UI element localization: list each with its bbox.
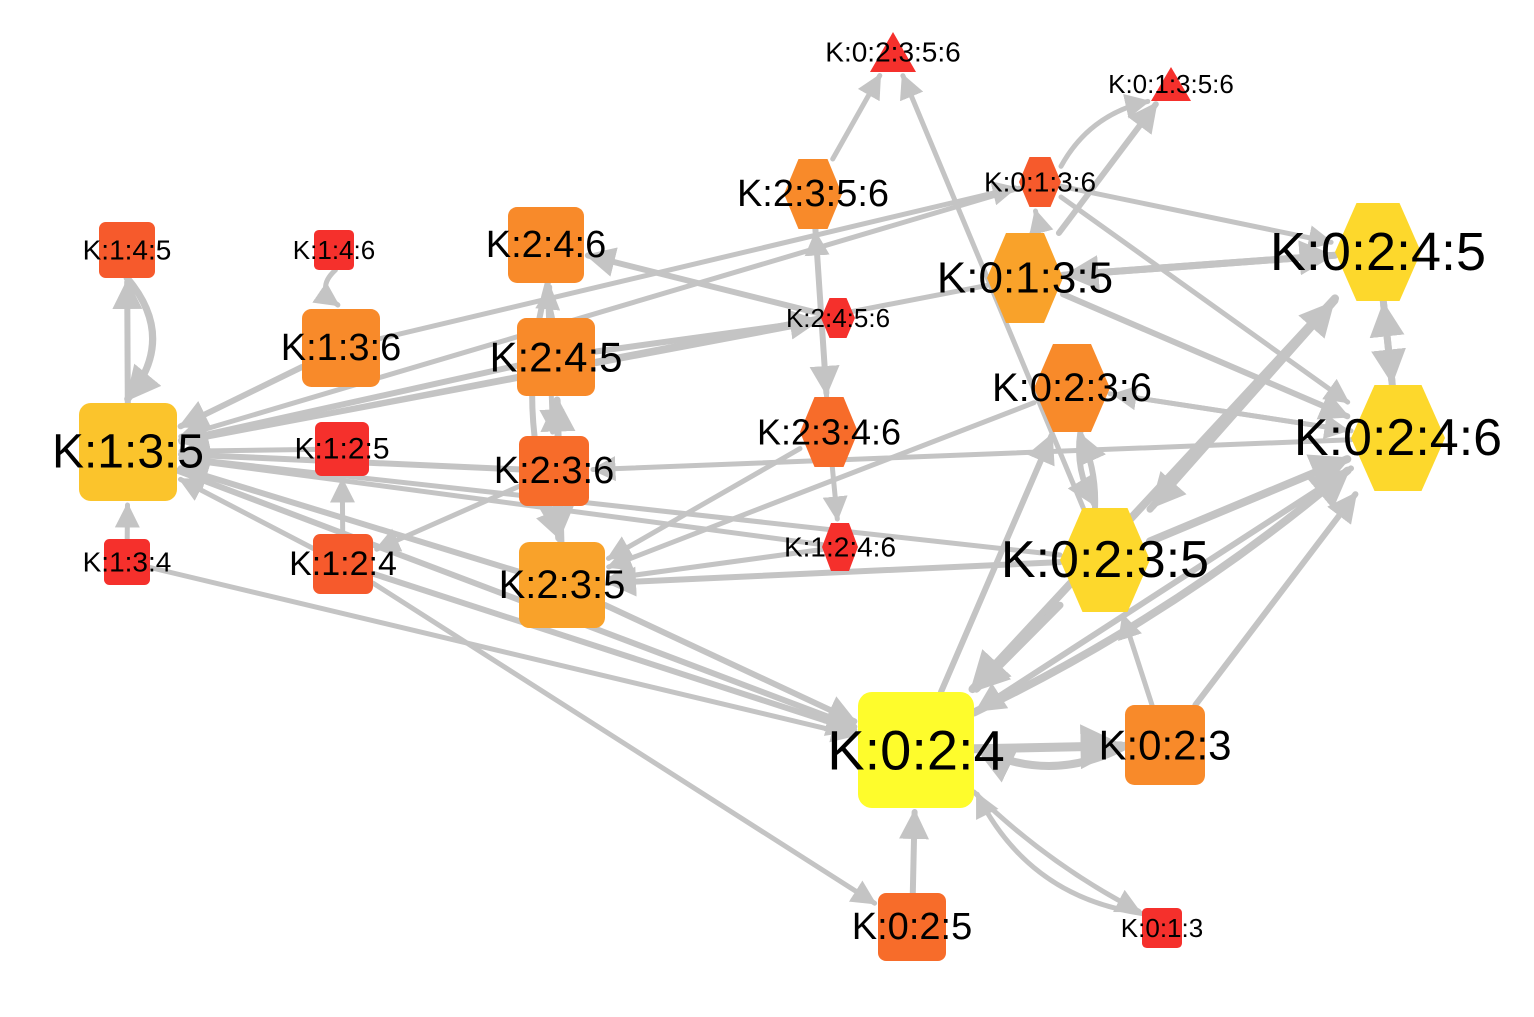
node-label-k236: K:2:3:6 bbox=[494, 450, 614, 492]
edge-k134-to-k024 bbox=[147, 565, 857, 743]
edge-k2356-to-k0235_6 bbox=[830, 73, 883, 162]
node-label-k146: K:1:4:6 bbox=[293, 235, 375, 265]
node-k136-square bbox=[302, 309, 380, 387]
node-k124-square bbox=[313, 534, 373, 594]
node-k013-square bbox=[1142, 908, 1182, 948]
node-label-k125: K:1:2:5 bbox=[294, 433, 389, 466]
edge-k0236-to-k0246 bbox=[1107, 391, 1350, 440]
node-k0235-hexagon bbox=[1060, 508, 1150, 612]
node-k134-square bbox=[104, 539, 150, 585]
edge-k013-to-k024 bbox=[974, 791, 1145, 916]
node-label-k145: K:1:4:5 bbox=[83, 235, 172, 266]
edge-k145-to-k135 bbox=[123, 274, 162, 403]
edge-k0136-to-k135 bbox=[178, 185, 1022, 442]
edge-k0246-to-k236 bbox=[590, 437, 1354, 482]
edge-k135-to-k024 bbox=[174, 467, 858, 732]
node-k0135-hexagon bbox=[987, 233, 1063, 323]
edge-k0135-to-k0135_6 bbox=[1055, 101, 1159, 236]
node-label-k013: K:0:1:3 bbox=[1121, 913, 1203, 943]
node-label-k0245: K:0:2:4:5 bbox=[1270, 222, 1486, 282]
edge-k124-to-k025 bbox=[370, 580, 878, 906]
node-k135-square bbox=[79, 403, 177, 501]
edge-k023-to-k0235 bbox=[1118, 613, 1155, 708]
node-k0135_6-triangle bbox=[1151, 67, 1191, 101]
edge-k2346-to-k2356 bbox=[804, 230, 830, 400]
node-label-k2356: K:2:3:5:6 bbox=[737, 173, 889, 215]
edge-k235-to-k024 bbox=[602, 602, 858, 725]
node-k0245-hexagon bbox=[1335, 203, 1421, 301]
edge-k023-to-k024 bbox=[974, 741, 1129, 783]
edge-k135-to-k145 bbox=[112, 279, 143, 406]
node-label-k245: K:2:4:5 bbox=[489, 334, 622, 381]
node-label-k023: K:0:2:3 bbox=[1098, 722, 1231, 769]
edge-k024-to-k0236 bbox=[938, 432, 1055, 695]
edge-k024-to-k0246 bbox=[970, 466, 1352, 717]
node-label-k134: K:1:3:4 bbox=[83, 547, 172, 578]
node-label-k0235_6: K:0:2:3:5:6 bbox=[825, 37, 960, 68]
edge-k0236-to-k235 bbox=[606, 400, 1037, 571]
edge-k0235-to-k0245 bbox=[1146, 300, 1336, 513]
edge-k245-to-k135 bbox=[177, 362, 520, 450]
node-label-k2346: K:2:3:4:6 bbox=[757, 412, 901, 453]
node-k0246-hexagon bbox=[1351, 385, 1445, 491]
node-k236-square bbox=[519, 436, 589, 506]
node-label-k025: K:0:2:5 bbox=[852, 906, 972, 948]
edge-k0235-to-k135 bbox=[178, 447, 1063, 558]
edge-k023-to-k0246 bbox=[1192, 491, 1359, 708]
node-label-k0136: K:0:1:3:6 bbox=[984, 167, 1096, 198]
node-layer bbox=[79, 32, 1445, 961]
edge-k0246-to-k024 bbox=[974, 465, 1354, 714]
node-k125-square bbox=[315, 422, 369, 476]
node-label-k0135: K:0:1:3:5 bbox=[937, 254, 1113, 303]
node-label-k024: K:0:2:4 bbox=[827, 719, 1004, 782]
edge-k0136-to-k0246 bbox=[1058, 194, 1351, 405]
edge-k1246-to-k135 bbox=[178, 449, 825, 548]
node-k024-square bbox=[858, 692, 974, 808]
edge-k2346-to-k1246 bbox=[822, 464, 848, 522]
node-k0236-hexagon bbox=[1034, 344, 1110, 432]
label-layer: K:0:2:3:5:6 K:0:1:3:5:6 K:2:3:5:6 K:0:1:3:6… bbox=[52, 37, 1502, 949]
node-k246-square bbox=[508, 207, 584, 283]
node-k145-square bbox=[99, 222, 155, 278]
edge-k0245-to-k0135 bbox=[1063, 251, 1339, 291]
node-k1246-hexagon bbox=[822, 523, 858, 571]
node-label-k135: K:1:3:5 bbox=[52, 426, 204, 479]
node-k2346-hexagon bbox=[800, 397, 858, 467]
node-k146-square bbox=[314, 230, 354, 270]
edge-k0235-to-k0236 bbox=[1078, 432, 1106, 511]
node-label-k0235: K:0:2:3:5 bbox=[1001, 531, 1209, 589]
edge-k0246-to-k0245 bbox=[1369, 301, 1405, 389]
node-label-k235: K:2:3:5 bbox=[499, 563, 626, 607]
node-k023-square bbox=[1125, 705, 1205, 785]
node-label-k124: K:1:2:4 bbox=[289, 545, 397, 583]
edge-k024-to-k013 bbox=[971, 789, 1142, 914]
edge-k0235-to-k024 bbox=[973, 601, 1064, 693]
node-label-k1246: K:1:2:4:6 bbox=[784, 532, 896, 563]
edge-k235-to-k135 bbox=[177, 461, 522, 575]
node-label-k136: K:1:3:6 bbox=[281, 327, 401, 369]
edge-k0135-to-k0136 bbox=[1029, 208, 1054, 236]
node-label-k0135_6: K:0:1:3:5:6 bbox=[1108, 69, 1234, 99]
edge-k146-to-k136 bbox=[312, 267, 341, 308]
node-label-k246: K:2:4:6 bbox=[486, 224, 606, 266]
node-k025-square bbox=[878, 893, 946, 961]
node-k2356-hexagon bbox=[784, 159, 842, 229]
edge-k0136-to-k0245 bbox=[1058, 183, 1334, 250]
node-k235-square bbox=[519, 542, 605, 628]
node-k0136-hexagon bbox=[1019, 157, 1061, 207]
node-label-k0236: K:0:2:3:6 bbox=[992, 366, 1152, 410]
edge-k124-to-k024 bbox=[370, 570, 858, 736]
node-label-k2456: K:2:4:5:6 bbox=[786, 303, 890, 333]
node-k2456-hexagon bbox=[821, 298, 855, 338]
node-k245-square bbox=[517, 318, 595, 396]
edge-k0135-to-k0246 bbox=[1060, 291, 1351, 420]
edge-k025-to-k024 bbox=[899, 809, 929, 896]
edge-k136-to-k0136 bbox=[377, 180, 1018, 342]
node-k0235_6-triangle bbox=[870, 32, 916, 72]
edge-k2456-to-k246 bbox=[584, 247, 824, 317]
node-label-k0246: K:0:2:4:6 bbox=[1294, 409, 1502, 467]
